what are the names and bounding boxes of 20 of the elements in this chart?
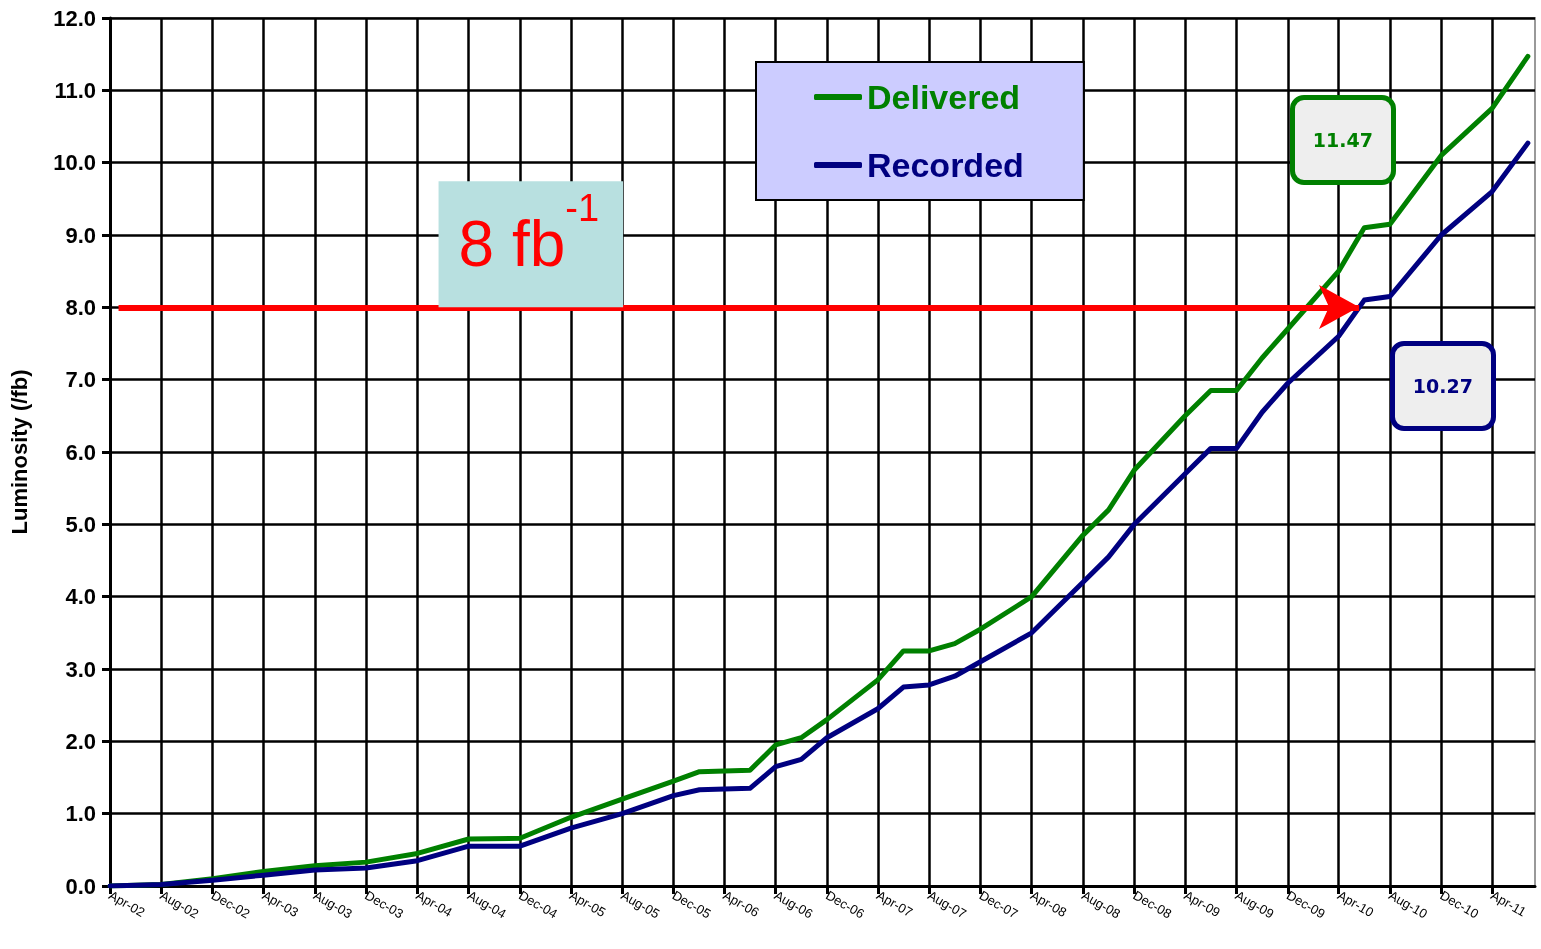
y-tick-label: 0.0	[65, 873, 96, 899]
annotation: 10.27	[1412, 375, 1473, 398]
legend-label: Delivered	[867, 78, 1021, 116]
callout-box: 11.47	[1289, 95, 1396, 186]
y-tick-label: 1.0	[65, 801, 96, 827]
y-tick-label: 7.0	[65, 367, 96, 393]
y-tick-label: 5.0	[65, 511, 96, 537]
annotation: 11.47	[1312, 129, 1373, 152]
y-tick-label: 11.0	[54, 77, 96, 103]
y-tick-label: 6.0	[65, 439, 96, 465]
y-tick-label: 8.0	[65, 294, 96, 320]
y-tick-label: 2.0	[65, 728, 96, 754]
y-tick-label: 10.0	[53, 150, 96, 176]
y-tick-label: 3.0	[65, 656, 96, 682]
y-tick-label: 12.0	[53, 5, 96, 31]
callout-box: 10.27	[1389, 341, 1496, 432]
y-tick-label: 4.0	[65, 584, 96, 610]
legend-label: Recorded	[867, 146, 1024, 184]
y-axis-title: Luminosity (/fb)	[6, 369, 32, 535]
y-tick-label: 9.0	[65, 222, 96, 248]
